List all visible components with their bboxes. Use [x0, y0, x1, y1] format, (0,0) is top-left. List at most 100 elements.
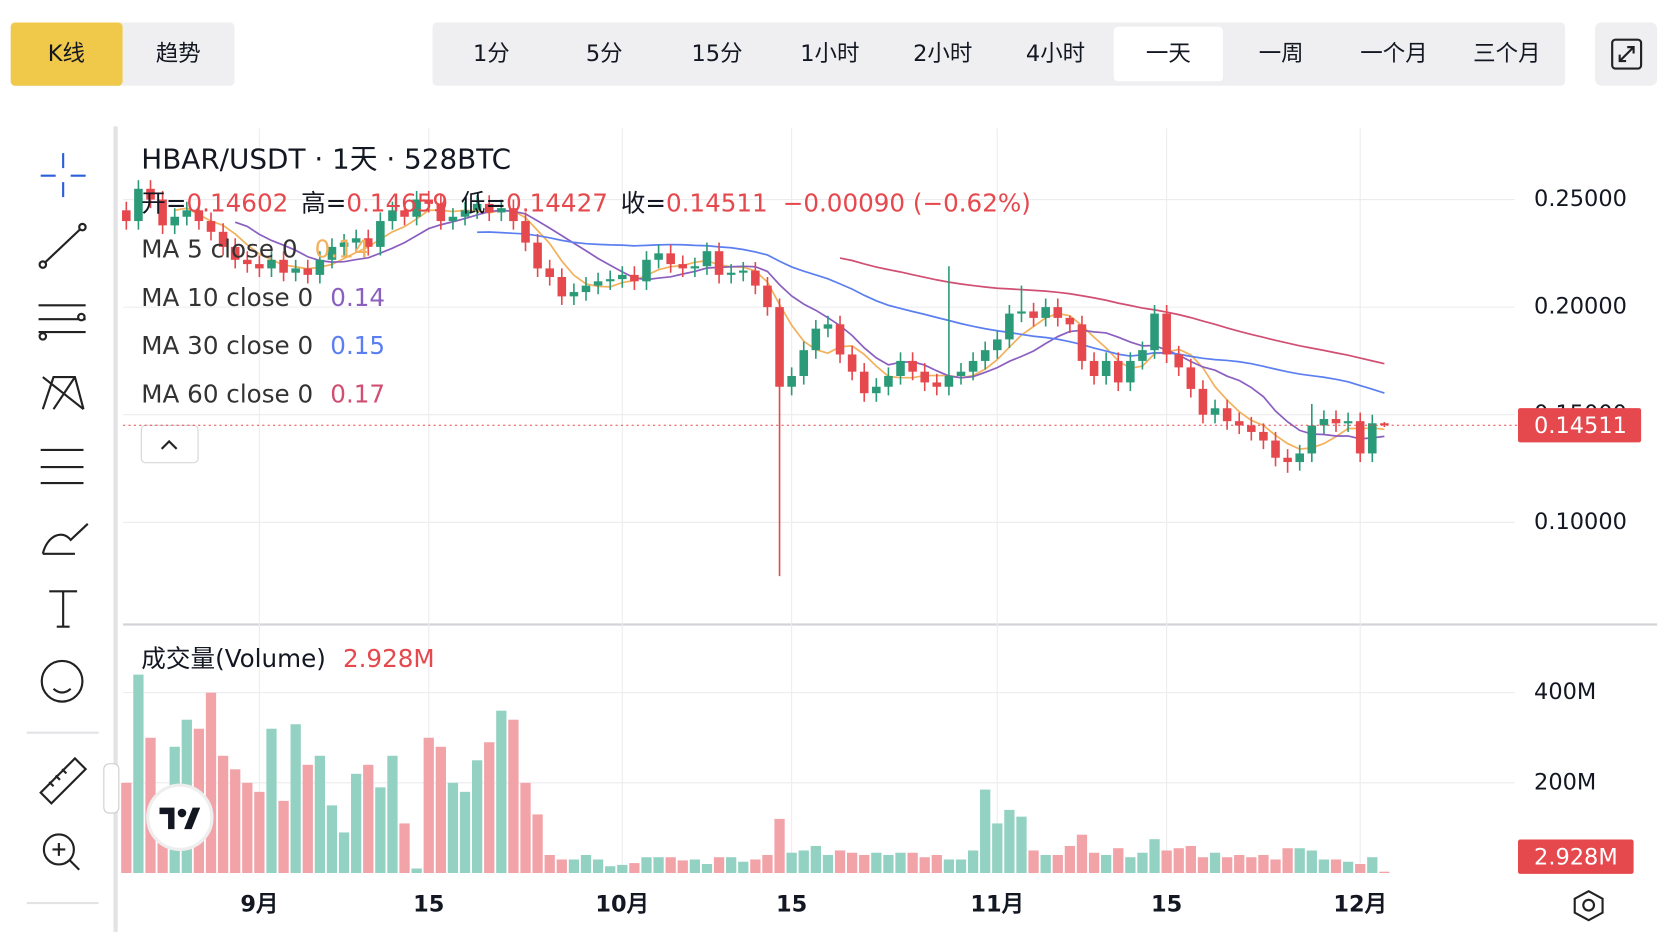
- candle-body: [751, 270, 760, 286]
- text-tool[interactable]: [49, 590, 78, 628]
- grid: [123, 128, 1515, 874]
- volume-bar: [859, 854, 870, 874]
- high-label: 高=: [301, 189, 346, 218]
- candle-body: [884, 375, 893, 387]
- interval[interactable]: 2小时: [913, 41, 972, 67]
- volume-bar: [121, 782, 132, 874]
- open-label: 开=: [141, 189, 186, 218]
- volume-bar: [629, 863, 640, 874]
- interval[interactable]: 1分: [473, 41, 510, 67]
- volume-bar: [1367, 857, 1378, 874]
- ma-line: [839, 257, 1385, 365]
- volume-bar: [471, 760, 483, 874]
- interval[interactable]: 一个月: [1360, 41, 1427, 67]
- volume-bar: [810, 845, 821, 874]
- candle-body: [968, 360, 978, 372]
- interval[interactable]: 4小时: [1026, 41, 1085, 67]
- interval[interactable]: 1小时: [800, 41, 859, 67]
- candle-body: [763, 285, 772, 308]
- candle-body: [630, 274, 639, 282]
- candle-body: [521, 221, 530, 243]
- tab[interactable]: K线: [48, 41, 85, 67]
- candle-body: [122, 210, 131, 222]
- volume-bar: [943, 859, 955, 874]
- tradingview-logo[interactable]: [146, 783, 214, 852]
- candle-body: [472, 203, 482, 211]
- candle-body: [823, 324, 833, 329]
- price-badge-label: 0.14511: [1534, 413, 1627, 439]
- candle-body: [255, 264, 264, 269]
- candle-body: [811, 328, 821, 351]
- candle-body: [243, 259, 252, 265]
- candle-body: [1077, 324, 1087, 361]
- candle-body: [896, 360, 905, 376]
- volume-bar: [1318, 859, 1330, 874]
- volume-bar: [375, 787, 386, 874]
- volume-bar: [1282, 848, 1293, 874]
- volume-bar: [242, 782, 253, 874]
- y-tick-label: 400M: [1534, 679, 1596, 705]
- candle-body: [980, 350, 990, 361]
- candle-body: [218, 231, 228, 247]
- ma-value: 0.17: [330, 379, 385, 408]
- candle-body: [1065, 317, 1075, 325]
- volume-bar: [919, 857, 930, 874]
- interval-active: [1113, 26, 1223, 82]
- interval[interactable]: 一周: [1259, 41, 1304, 67]
- candle-body: [605, 279, 615, 282]
- candle-body: [182, 210, 192, 217]
- candle-body: [509, 208, 518, 222]
- y-tick-label: 200M: [1534, 769, 1596, 795]
- candle-body: [1368, 423, 1377, 454]
- volume-bar: [544, 854, 555, 874]
- x-tick-label: 15: [1151, 892, 1182, 918]
- interval[interactable]: 三个月: [1473, 41, 1540, 67]
- ma-line: [234, 209, 1385, 440]
- candle-body: [436, 203, 446, 222]
- tab[interactable]: 趋势: [156, 41, 201, 67]
- volume-bar: [786, 852, 797, 874]
- zoom-tool[interactable]: [42, 833, 75, 866]
- interval[interactable]: 5分: [586, 41, 623, 67]
- prediction-tool[interactable]: [40, 448, 84, 485]
- candle-body: [1029, 311, 1038, 318]
- crosshair-tool[interactable]: [40, 153, 86, 198]
- volume-bar: [1258, 854, 1269, 874]
- volume-last: 2.928M: [343, 644, 435, 673]
- candle-body: [1319, 419, 1329, 426]
- collapse-toolbar[interactable]: [103, 763, 120, 814]
- volume-badge: [1517, 839, 1634, 874]
- volume-bar: [1113, 848, 1124, 874]
- x-tick-label: 15: [776, 892, 807, 918]
- candle-body: [569, 292, 579, 297]
- volume-bar: [1149, 839, 1160, 874]
- volume-bar: [846, 852, 858, 874]
- volume-bar: [387, 755, 398, 874]
- candle-body: [315, 259, 325, 275]
- candle-body: [376, 221, 385, 247]
- volume-bar: [508, 719, 519, 874]
- volume-bar: [592, 859, 604, 874]
- volume-bar: [1101, 854, 1112, 874]
- candle-body: [993, 339, 1002, 351]
- candle-body: [1234, 421, 1244, 426]
- volume-bar: [726, 857, 737, 874]
- brush-tool[interactable]: [41, 523, 89, 555]
- candle-body: [1380, 423, 1389, 426]
- candle-body: [690, 266, 700, 269]
- interval[interactable]: 15分: [692, 41, 743, 67]
- candle-body: [1089, 360, 1099, 376]
- volume-bar: [713, 857, 725, 874]
- measure-tool[interactable]: [39, 756, 88, 805]
- settings-button[interactable]: [1573, 890, 1604, 922]
- volume-bar: [1016, 816, 1027, 874]
- x-tick-label: 12月: [1333, 892, 1387, 918]
- candle-body: [1041, 307, 1050, 318]
- collapse-legend[interactable]: [140, 424, 199, 464]
- pattern-tool[interactable]: [41, 375, 85, 411]
- fullscreen-icon: [1611, 38, 1643, 70]
- line-tool[interactable]: [42, 226, 84, 266]
- emoji-tool[interactable]: [40, 659, 84, 703]
- candle-body: [1198, 388, 1208, 415]
- interval[interactable]: 一天: [1146, 41, 1191, 67]
